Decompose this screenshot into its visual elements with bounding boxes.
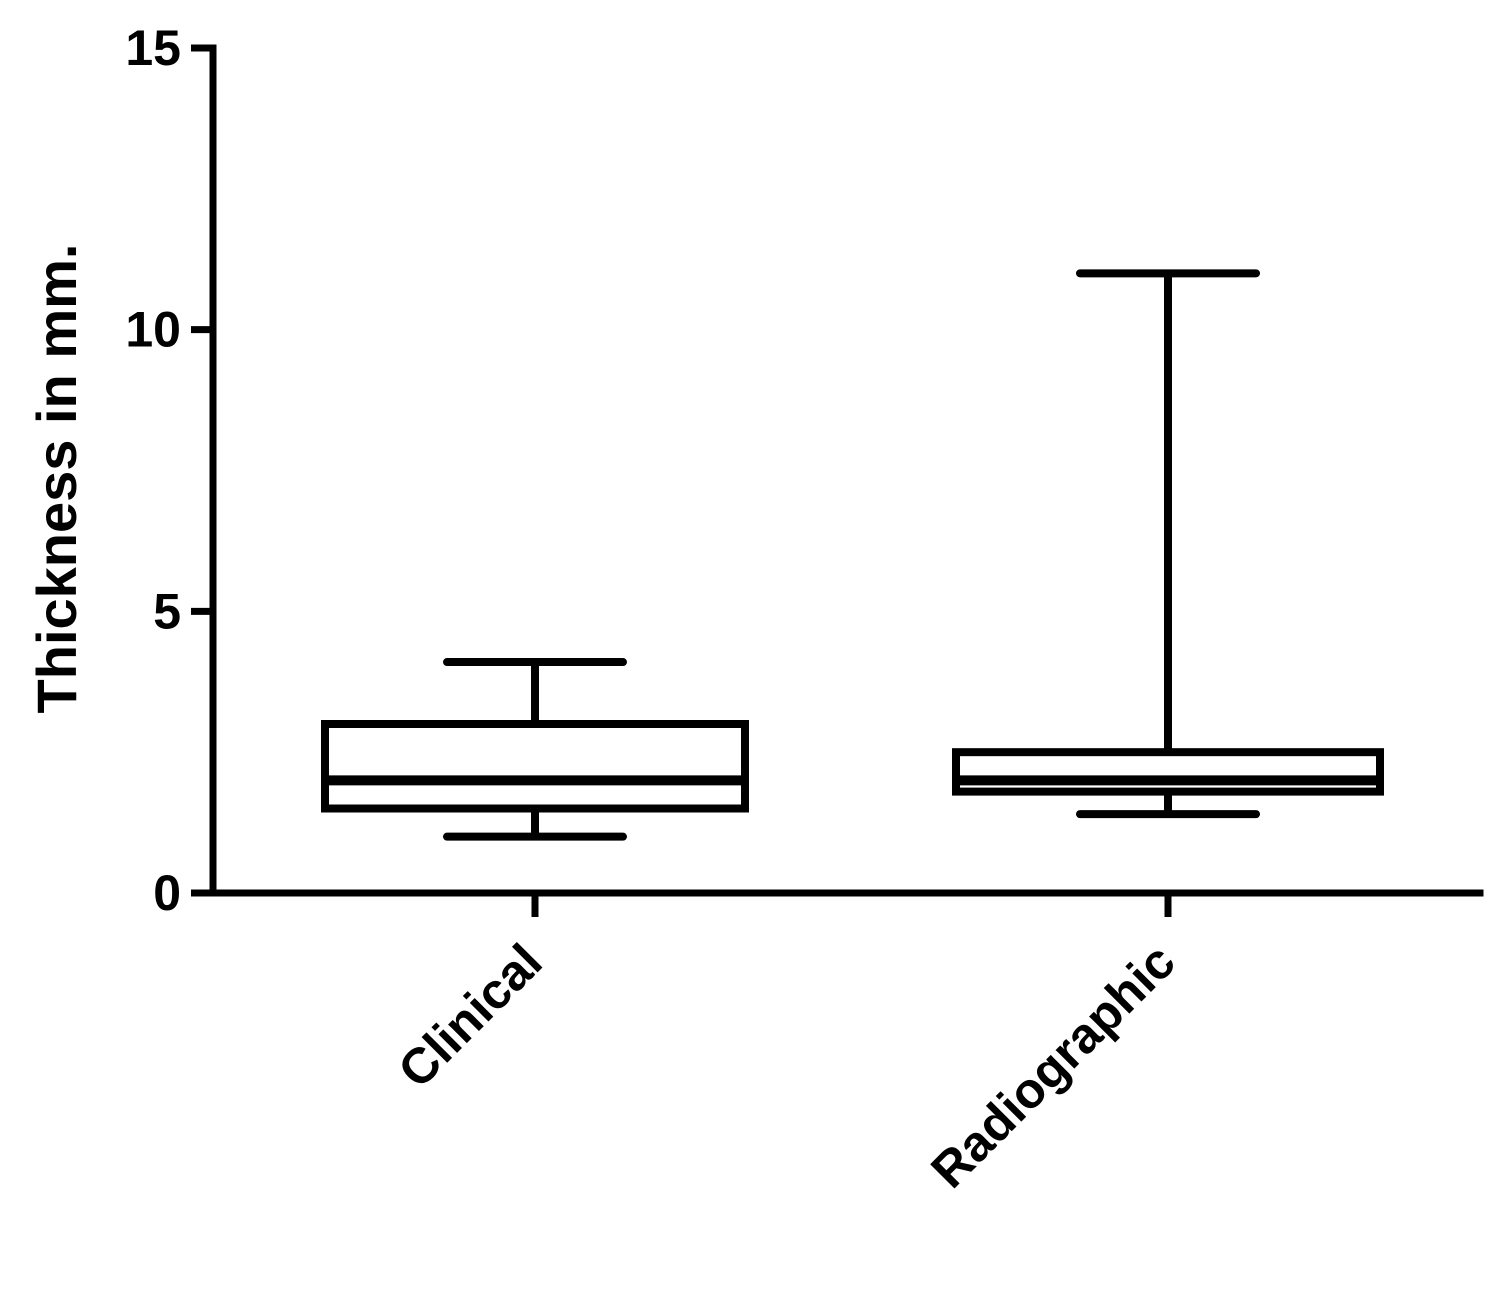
box-clinical — [321, 658, 749, 841]
y-axis-title: Thickness in mm. — [25, 244, 88, 714]
axes — [209, 44, 1484, 897]
y-tick-label: 10 — [125, 302, 181, 358]
interquartile-box — [321, 720, 749, 813]
box-radiographic — [952, 269, 1384, 819]
y-tick-label: 5 — [153, 583, 181, 639]
y-tick-label: 0 — [153, 865, 181, 921]
y-axis-ticks: 0 5 10 15 — [125, 20, 213, 921]
y-tick-label: 15 — [125, 20, 181, 76]
x-tick-label: Radiographic — [920, 933, 1186, 1199]
x-axis-ticks: Clinical Radiographic — [387, 893, 1186, 1199]
box-plot-series — [321, 269, 1384, 841]
x-tick-label: Clinical — [387, 933, 552, 1098]
interquartile-box — [952, 748, 1384, 796]
